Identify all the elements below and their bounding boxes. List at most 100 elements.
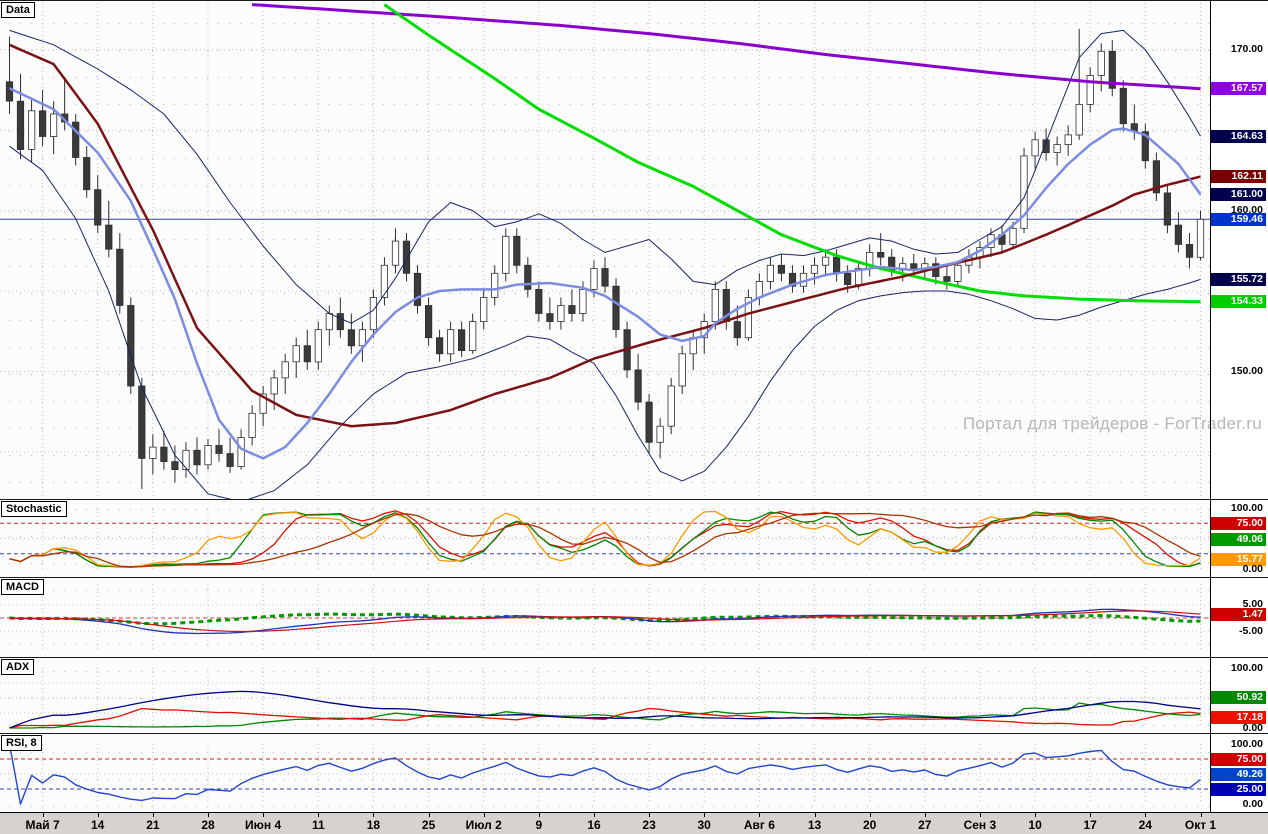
scale-label: 100.00 xyxy=(1230,737,1263,750)
candle-body xyxy=(369,297,378,331)
scale-label: 100.00 xyxy=(1230,501,1263,514)
date-label: Июл 2 xyxy=(465,818,502,832)
candle-body xyxy=(72,121,80,158)
panel-divider xyxy=(0,733,1268,734)
candle-body xyxy=(1097,50,1105,76)
candle-body xyxy=(50,113,58,137)
di-plus xyxy=(9,702,1201,729)
candle-body xyxy=(83,157,91,191)
date-label: 24 xyxy=(1138,818,1152,832)
price-badge: 155.72 xyxy=(1211,272,1266,286)
axis-tick xyxy=(869,813,871,817)
ma-green xyxy=(383,3,1201,304)
candle-body xyxy=(1064,134,1072,145)
panel-label-macd: MACD xyxy=(1,579,44,595)
stoch-21 xyxy=(9,512,1201,568)
candle-body xyxy=(1152,160,1160,194)
chart-canvas[interactable] xyxy=(0,0,1210,812)
candle-body xyxy=(833,256,841,274)
ma-blue-mid xyxy=(8,87,1202,460)
candle-body xyxy=(237,437,245,467)
candle-body xyxy=(1086,75,1094,105)
ma-purple-long xyxy=(252,3,1201,91)
stoch-14 xyxy=(9,510,1201,568)
candle-body xyxy=(105,224,113,250)
price-badge: 75.00 xyxy=(1211,516,1266,530)
macd-line xyxy=(9,608,1201,635)
price-badge: 50.92 xyxy=(1211,690,1266,704)
panel-divider xyxy=(0,499,1268,500)
candle-body xyxy=(5,81,14,102)
candle-body xyxy=(579,288,587,314)
candle-body xyxy=(138,385,146,459)
di-minus xyxy=(9,707,1201,729)
ma-darkred xyxy=(8,43,1201,428)
axis-tick xyxy=(42,813,44,817)
date-label: 21 xyxy=(146,818,160,832)
panel-divider xyxy=(0,657,1268,658)
candle-body xyxy=(469,321,477,352)
date-label: 14 xyxy=(91,818,105,832)
chart-plots[interactable]: Data Stochastic MACD ADX RSI, 8 xyxy=(0,0,1210,812)
scale-label: 150.00 xyxy=(1230,365,1263,377)
macd-histogram xyxy=(9,612,1201,626)
candle-body xyxy=(1020,155,1028,229)
panel-label-adx: ADX xyxy=(1,659,35,675)
scale-label: 170.00 xyxy=(1230,43,1263,56)
date-label: Авг 6 xyxy=(743,818,775,832)
axis-tick xyxy=(152,813,154,817)
price-badge: 25.00 xyxy=(1211,782,1266,796)
rsi-8 xyxy=(8,743,1201,805)
date-label: Май 7 xyxy=(25,818,60,832)
axis-tick xyxy=(1090,813,1092,817)
axis-tick xyxy=(318,813,320,817)
watermark: Портал для трейдеров - ForTrader.ru xyxy=(962,414,1262,433)
axis-tick xyxy=(979,813,981,817)
date-label: 23 xyxy=(642,818,656,832)
candle-body xyxy=(215,445,223,454)
candle-body xyxy=(281,361,289,379)
axis-tick xyxy=(1035,813,1037,817)
date-label: Окт 1 xyxy=(1184,818,1217,832)
scale-label: 100.00 xyxy=(1230,661,1263,674)
price-badge: 49.26 xyxy=(1211,767,1266,781)
price-badge: 1.47 xyxy=(1211,607,1266,621)
candle-body xyxy=(292,345,300,363)
price-badge: 161.00 xyxy=(1211,188,1266,201)
candle-body xyxy=(446,329,455,355)
candle-body xyxy=(259,393,267,414)
candle-body xyxy=(711,288,719,322)
price-badge: 159.46 xyxy=(1211,212,1266,226)
candle-body xyxy=(204,445,212,466)
scale-label: 0.00 xyxy=(1242,562,1263,575)
panel-label-stochastic: Stochastic xyxy=(1,501,67,517)
candle-body xyxy=(303,345,311,363)
candle-body xyxy=(270,377,278,395)
candle-body xyxy=(656,425,664,443)
candle-body xyxy=(634,369,642,403)
candle-body xyxy=(358,329,367,347)
scale-label: 5.00 xyxy=(1242,598,1263,611)
candle-body xyxy=(391,240,400,266)
candle-body xyxy=(788,272,797,287)
date-label: 10 xyxy=(1028,818,1042,832)
date-label: 25 xyxy=(421,818,436,832)
axis-tick xyxy=(814,813,816,817)
axis-tick xyxy=(924,813,926,817)
candle-body xyxy=(822,256,830,266)
axis-tick xyxy=(594,813,595,817)
price-badge: 164.63 xyxy=(1211,129,1266,143)
candle-body xyxy=(182,449,190,470)
axis-tick xyxy=(428,813,430,817)
price-badge: 17.18 xyxy=(1211,711,1266,725)
candle-body xyxy=(402,240,411,274)
candle-body xyxy=(954,264,962,282)
scale-divider xyxy=(1210,0,1211,812)
date-label: 9 xyxy=(535,818,543,832)
date-label: 13 xyxy=(807,818,822,832)
panel-label-data: Data xyxy=(1,2,35,18)
candle-body xyxy=(601,268,609,287)
axis-tick xyxy=(263,813,265,817)
candle-body xyxy=(149,446,157,459)
